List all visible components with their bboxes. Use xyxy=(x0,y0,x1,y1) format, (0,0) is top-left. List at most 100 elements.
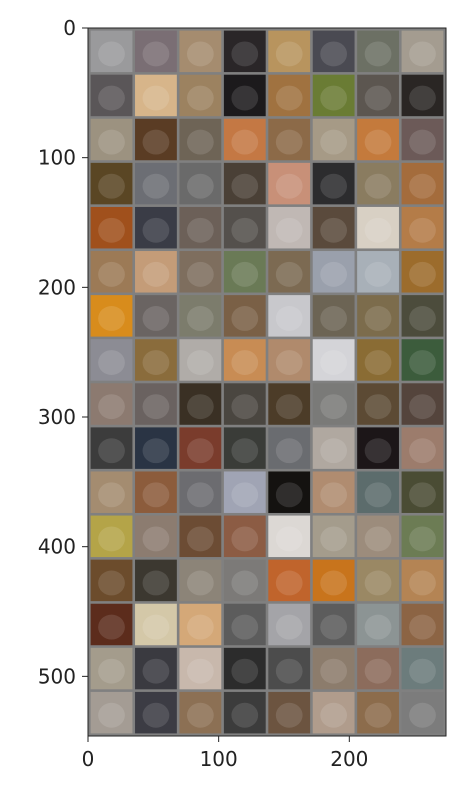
y-tick-label: 0 xyxy=(63,16,76,40)
cat-thumbnail xyxy=(268,603,311,646)
cat-face-shape xyxy=(231,570,259,596)
cat-face-shape xyxy=(142,129,170,155)
cat-face-shape xyxy=(275,41,303,67)
cat-thumbnail xyxy=(179,603,222,646)
cat-face-shape xyxy=(275,85,303,111)
cat-thumbnail xyxy=(268,206,311,249)
cat-thumbnail xyxy=(357,603,399,646)
cat-thumbnail xyxy=(179,30,222,73)
cat-thumbnail xyxy=(357,427,399,469)
cat-face-shape xyxy=(409,129,436,155)
cat-thumbnail xyxy=(268,30,311,73)
cat-thumbnail xyxy=(179,118,222,161)
cat-thumbnail xyxy=(135,383,177,425)
cat-thumbnail xyxy=(90,691,133,734)
cat-face-shape xyxy=(231,129,259,155)
cat-face-shape xyxy=(275,614,303,640)
cat-face-shape xyxy=(98,306,125,331)
cat-face-shape xyxy=(275,129,303,155)
cat-face-shape xyxy=(98,570,125,596)
cat-thumbnail xyxy=(90,162,133,205)
cat-face-shape xyxy=(409,526,436,552)
cat-thumbnail xyxy=(312,383,355,425)
cat-face-shape xyxy=(320,482,348,508)
cat-thumbnail xyxy=(135,30,177,73)
cat-face-shape xyxy=(409,41,436,67)
cat-face-shape xyxy=(275,658,303,684)
cat-face-shape xyxy=(142,217,170,243)
cat-face-shape xyxy=(320,41,348,67)
cat-face-shape xyxy=(409,217,436,243)
cat-thumbnail xyxy=(135,647,177,690)
cat-thumbnail xyxy=(135,118,177,161)
cat-thumbnail xyxy=(223,427,266,469)
cat-face-shape xyxy=(142,261,170,287)
cat-thumbnail xyxy=(401,118,444,161)
cat-thumbnail xyxy=(357,162,399,205)
cat-face-shape xyxy=(364,526,392,552)
cat-thumbnail xyxy=(401,251,444,293)
cat-thumbnail xyxy=(179,471,222,513)
cat-face-shape xyxy=(275,570,303,596)
cat-face-shape xyxy=(409,261,436,287)
cat-thumbnail xyxy=(312,162,355,205)
cat-thumbnail xyxy=(312,515,355,558)
cat-thumbnail xyxy=(179,383,222,425)
cat-thumbnail xyxy=(179,691,222,734)
cat-face-shape xyxy=(186,438,214,464)
cat-thumbnail xyxy=(179,515,222,558)
cat-face-shape xyxy=(231,526,259,552)
cat-thumbnail xyxy=(357,515,399,558)
cat-thumbnail xyxy=(179,647,222,690)
cat-thumbnail xyxy=(223,118,266,161)
cat-face-shape xyxy=(98,129,125,155)
cat-face-shape xyxy=(186,702,214,728)
cat-face-shape xyxy=(275,482,303,508)
cat-thumbnail xyxy=(312,603,355,646)
cat-face-shape xyxy=(320,129,348,155)
cat-thumbnail xyxy=(135,74,177,117)
x-tick-label: 100 xyxy=(200,747,238,771)
cat-thumbnail xyxy=(268,515,311,558)
cat-face-shape xyxy=(364,658,392,684)
image-grid xyxy=(88,28,446,736)
cat-thumbnail xyxy=(357,206,399,249)
cat-face-shape xyxy=(142,306,170,331)
cat-face-shape xyxy=(98,217,125,243)
cat-thumbnail xyxy=(135,471,177,513)
cat-face-shape xyxy=(186,614,214,640)
cat-thumbnail xyxy=(179,206,222,249)
cat-thumbnail xyxy=(223,559,266,602)
cat-face-shape xyxy=(142,438,170,464)
cat-thumbnail xyxy=(223,162,266,205)
cat-thumbnail xyxy=(135,603,177,646)
cat-thumbnail xyxy=(401,471,444,513)
cat-face-shape xyxy=(186,570,214,596)
cat-face-shape xyxy=(409,482,436,508)
cat-face-shape xyxy=(186,261,214,287)
cat-thumbnail xyxy=(357,30,399,73)
cat-thumbnail xyxy=(223,383,266,425)
cat-face-shape xyxy=(275,350,303,375)
x-tick-label: 200 xyxy=(330,747,368,771)
cat-thumbnail xyxy=(401,383,444,425)
cat-face-shape xyxy=(275,526,303,552)
cat-thumbnail xyxy=(401,339,444,381)
cat-face-shape xyxy=(364,261,392,287)
cat-thumbnail xyxy=(135,162,177,205)
cat-face-shape xyxy=(98,173,125,199)
cat-face-shape xyxy=(231,85,259,111)
cat-thumbnail xyxy=(268,427,311,469)
cat-face-shape xyxy=(409,438,436,464)
cat-face-shape xyxy=(186,526,214,552)
cat-thumbnail xyxy=(223,295,266,337)
cat-face-shape xyxy=(142,85,170,111)
cat-face-shape xyxy=(231,41,259,67)
cat-thumbnail xyxy=(90,339,133,381)
cat-face-shape xyxy=(142,570,170,596)
cat-face-shape xyxy=(142,702,170,728)
cat-face-shape xyxy=(364,394,392,420)
cat-face-shape xyxy=(409,350,436,375)
cat-face-shape xyxy=(186,173,214,199)
